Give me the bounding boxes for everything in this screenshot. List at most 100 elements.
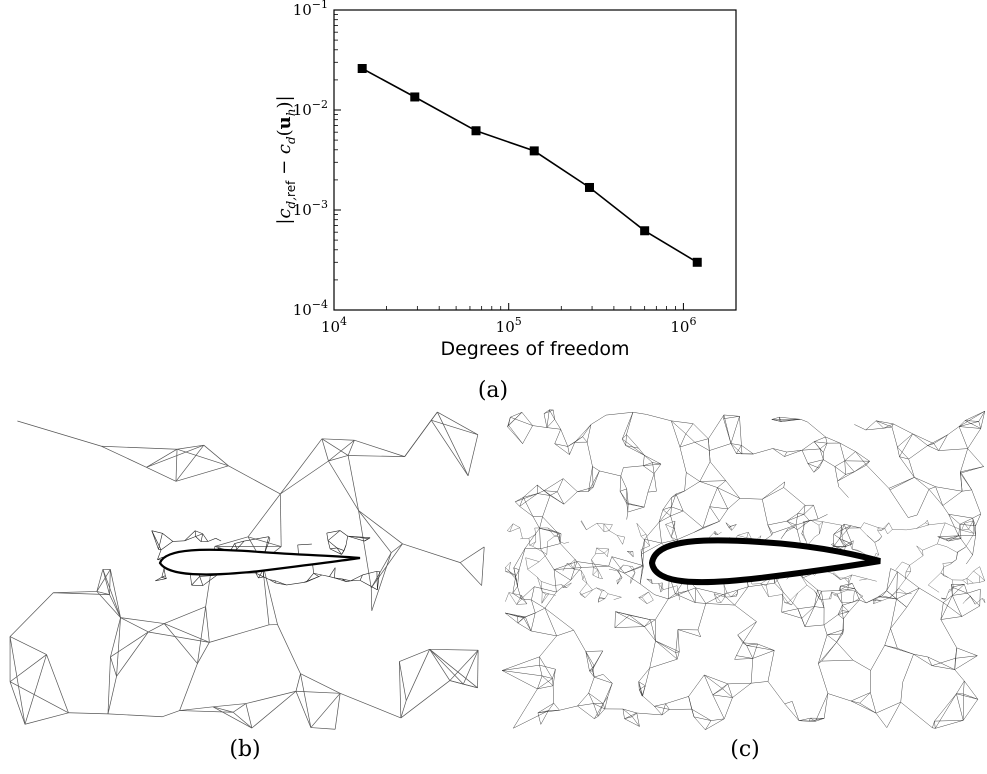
mesh-edge xyxy=(827,629,844,636)
mesh-edge xyxy=(878,527,882,531)
mesh-edge xyxy=(163,568,166,576)
mesh-edge xyxy=(200,533,203,542)
mesh-edge xyxy=(437,411,479,436)
mesh-edge xyxy=(658,515,671,523)
mesh-edge xyxy=(783,487,806,506)
mesh-edge xyxy=(459,562,482,586)
mesh-edge xyxy=(586,583,593,591)
mesh-edge xyxy=(327,540,338,549)
mesh-edge xyxy=(806,584,815,591)
mesh-edge xyxy=(523,484,538,498)
mesh-edge xyxy=(746,643,758,646)
mesh-edge xyxy=(594,716,599,719)
mesh-edge xyxy=(505,612,519,624)
mesh-edge xyxy=(552,678,554,686)
mesh-edge xyxy=(973,566,980,572)
mesh-edge xyxy=(537,490,545,494)
mesh-edge xyxy=(850,692,871,702)
mesh-edge xyxy=(933,443,939,451)
mesh-edge xyxy=(643,462,653,466)
mesh-edge xyxy=(899,456,915,478)
mesh-edge xyxy=(787,526,796,530)
x-tick-label: 105 xyxy=(496,315,522,336)
mesh-edge xyxy=(277,624,301,674)
mesh-edge xyxy=(647,490,657,493)
mesh-edge xyxy=(370,552,392,589)
mesh-edge xyxy=(632,566,636,573)
mesh-edge xyxy=(723,584,726,598)
y-tick-label: 10−3 xyxy=(293,198,328,219)
mesh-edge xyxy=(762,499,769,526)
mesh-edge xyxy=(803,514,810,521)
mesh-edge xyxy=(963,699,979,721)
mesh-edge xyxy=(642,539,645,566)
mesh-edge xyxy=(541,593,550,604)
mesh-edge xyxy=(310,693,341,728)
mesh-edge xyxy=(836,593,842,603)
mesh-edge xyxy=(247,493,281,538)
mesh-edge xyxy=(645,534,650,546)
mesh-edge xyxy=(802,530,805,536)
mesh-edge xyxy=(819,442,828,450)
mesh-edge xyxy=(661,709,670,716)
mesh-edge xyxy=(828,591,832,600)
mesh-edge xyxy=(646,600,654,604)
mesh-edge xyxy=(512,593,522,600)
mesh-edge xyxy=(430,419,469,476)
mesh-edge xyxy=(570,563,574,570)
mesh-edge xyxy=(671,536,678,541)
mesh-edge xyxy=(896,592,907,594)
mesh-edge xyxy=(321,438,355,441)
mesh-edge xyxy=(328,460,359,511)
mesh-edge xyxy=(539,664,556,670)
mesh-edge xyxy=(940,566,944,573)
mesh-edge xyxy=(866,464,890,489)
mesh-edge xyxy=(477,650,479,688)
mesh-edge xyxy=(663,585,678,590)
mesh-edge xyxy=(175,449,178,482)
mesh-edge xyxy=(938,434,948,451)
mesh-edge xyxy=(644,619,656,627)
mesh-edge xyxy=(554,567,582,570)
mesh-edge xyxy=(831,591,838,595)
mesh-edge xyxy=(848,578,850,583)
mesh-edge xyxy=(823,624,828,635)
mesh-edge xyxy=(537,577,543,592)
fine-mesh-wake-region xyxy=(505,519,986,606)
mesh-edge xyxy=(462,650,479,685)
mesh-edge xyxy=(813,459,824,473)
mesh-edge xyxy=(630,572,636,579)
mesh-edge xyxy=(937,530,943,545)
mesh-edge xyxy=(662,582,664,590)
mesh-edge xyxy=(537,685,554,690)
mesh-edge xyxy=(209,624,270,643)
mesh-edge xyxy=(741,445,754,455)
mesh-edge xyxy=(556,629,574,637)
mesh-edge xyxy=(580,570,583,580)
mesh-edge xyxy=(162,710,180,718)
mesh-edge xyxy=(846,542,850,545)
mesh-edge xyxy=(709,506,720,522)
mesh-edge xyxy=(563,491,578,505)
mesh-edge xyxy=(922,543,938,551)
mesh-edge xyxy=(516,595,522,605)
mesh-edge xyxy=(195,536,202,542)
mesh-edge xyxy=(626,512,629,520)
mesh-edge xyxy=(870,645,885,671)
mesh-edge xyxy=(819,448,824,453)
mesh-edge xyxy=(523,617,532,632)
mesh-edge xyxy=(603,683,613,704)
mesh-edge xyxy=(772,524,797,534)
mesh-edge xyxy=(980,411,986,429)
mesh-edge xyxy=(608,568,618,571)
caption-a: (a) xyxy=(478,378,508,403)
mesh-edge xyxy=(151,530,159,550)
mesh-edge xyxy=(569,442,576,455)
mesh-edge xyxy=(507,417,511,427)
mesh-edge xyxy=(784,451,787,457)
mesh-edge xyxy=(655,640,676,653)
mesh-edge xyxy=(539,516,543,529)
mesh-edge xyxy=(654,594,669,600)
mesh-edge xyxy=(251,690,297,729)
mesh-edge xyxy=(574,436,583,443)
